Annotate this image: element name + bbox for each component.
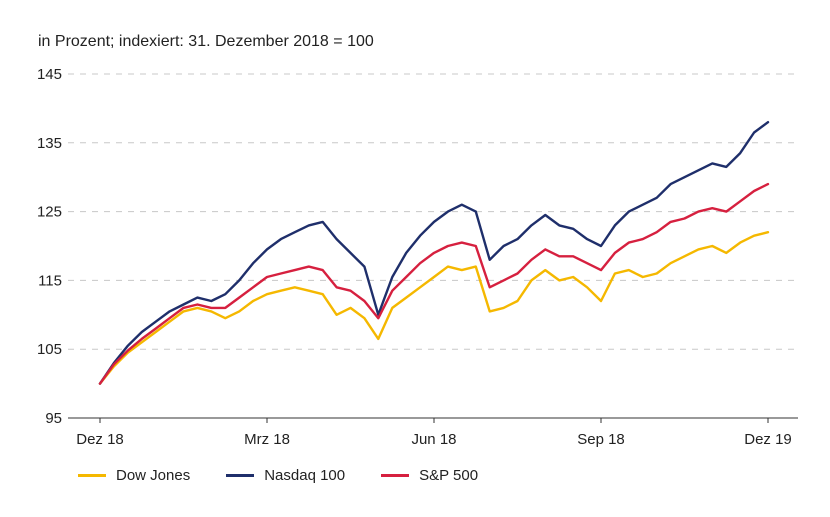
legend-label: S&P 500 (419, 467, 479, 484)
legend-label: Dow Jones (116, 467, 191, 484)
plot-area: 95 105 115 125 135 145 Dez 18 Mrz 18 Jun 18 Sep 1… (37, 66, 798, 448)
y-tick-label: 145 (37, 66, 62, 83)
legend-label: Nasdaq 100 (264, 467, 346, 484)
legend-swatch (226, 474, 255, 477)
series-line-s-p-500 (98, 182, 770, 385)
legend-item-s-p-500: S&P 500 (381, 467, 478, 484)
series-line-dow-jones (98, 230, 770, 385)
x-tick-label: Sep 18 (577, 431, 625, 448)
legend: Dow Jones Nasdaq 100 S&P 500 (78, 467, 478, 484)
legend-item-dow-jones: Dow Jones (78, 467, 190, 484)
x-tick-label: Mrz 18 (244, 431, 290, 448)
y-tick-label: 105 (37, 341, 62, 358)
y-tick-label: 125 (37, 204, 62, 221)
legend-swatch (78, 474, 106, 477)
x-tick-label: Dez 18 (76, 431, 124, 448)
y-tick-label: 115 (38, 272, 62, 289)
chart-subtitle: in Prozent; indexiert: 31. Dezember 2018… (38, 33, 374, 50)
x-tick-label: Dez 19 (744, 431, 792, 448)
legend-item-nasdaq-100: Nasdaq 100 (226, 467, 345, 484)
legend-swatch (381, 474, 410, 477)
series-line-nasdaq-100 (98, 120, 770, 385)
y-tick-label: 135 (37, 135, 62, 152)
x-tick-label: Jun 18 (411, 431, 456, 448)
y-tick-label: 95 (45, 410, 62, 427)
